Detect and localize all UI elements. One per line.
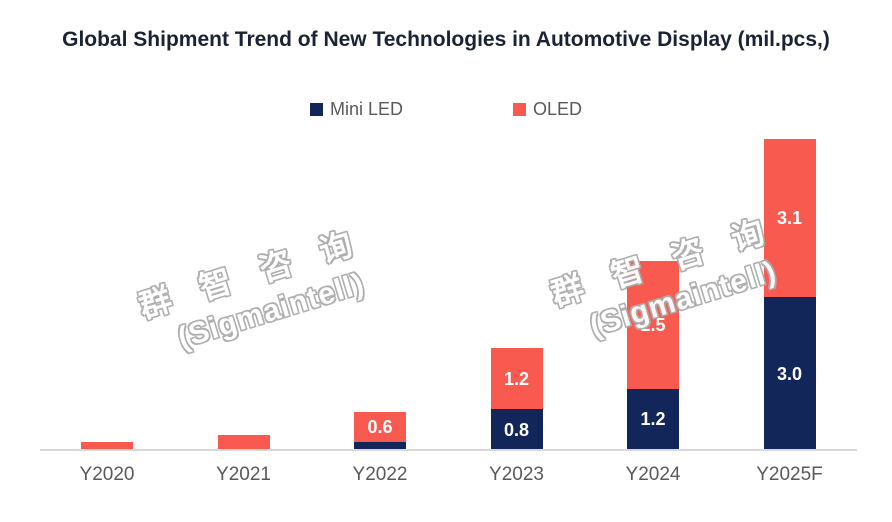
data-label: 1.2 <box>503 368 530 389</box>
bar-segment-mini-led-y2023: 0.8 <box>490 409 543 450</box>
x-axis-label-y2023: Y2023 <box>489 464 544 485</box>
x-axis-label-y2020: Y2020 <box>79 464 135 485</box>
legend-label-mini-led: Mini LED <box>329 99 403 119</box>
bar-segment-oled-y2025f: 3.1 <box>763 138 816 297</box>
oled-swatch-icon <box>513 103 526 116</box>
bar-segment-oled-y2021 <box>217 434 270 450</box>
x-axis-label-y2022: Y2022 <box>352 464 408 485</box>
data-label: 2.5 <box>640 315 666 336</box>
data-label: 3.1 <box>776 207 803 228</box>
x-axis-line <box>40 449 857 451</box>
bar-segment-mini-led-y2025f: 3.0 <box>763 297 816 450</box>
data-label: 0.6 <box>367 417 393 438</box>
x-axis-label-y2021: Y2021 <box>216 464 271 485</box>
bar-segment-oled-y2024: 2.5 <box>627 261 679 389</box>
mini-led-swatch-icon <box>309 103 323 116</box>
x-axis-label-y2025f: Y2025F <box>756 464 823 485</box>
chart-title: Global Shipment Trend of New Technologie… <box>62 28 830 51</box>
bar-segment-mini-led-y2022 <box>354 442 406 450</box>
legend: Mini LED OLED <box>0 99 892 120</box>
data-label: 1.2 <box>640 409 666 430</box>
legend-item-oled: OLED <box>513 99 582 120</box>
x-axis-label-y2024: Y2024 <box>625 464 681 485</box>
bar-segment-oled-y2020 <box>81 442 133 450</box>
data-label: 3.0 <box>776 363 803 384</box>
bar-segment-mini-led-y2024: 1.2 <box>627 388 679 450</box>
bar-segment-oled-y2023: 1.2 <box>490 348 543 410</box>
data-label: 0.8 <box>503 419 530 440</box>
bar-segment-oled-y2022: 0.6 <box>354 411 406 443</box>
legend-item-mini-led: Mini LED <box>309 99 403 120</box>
legend-label-oled: OLED <box>533 99 583 119</box>
